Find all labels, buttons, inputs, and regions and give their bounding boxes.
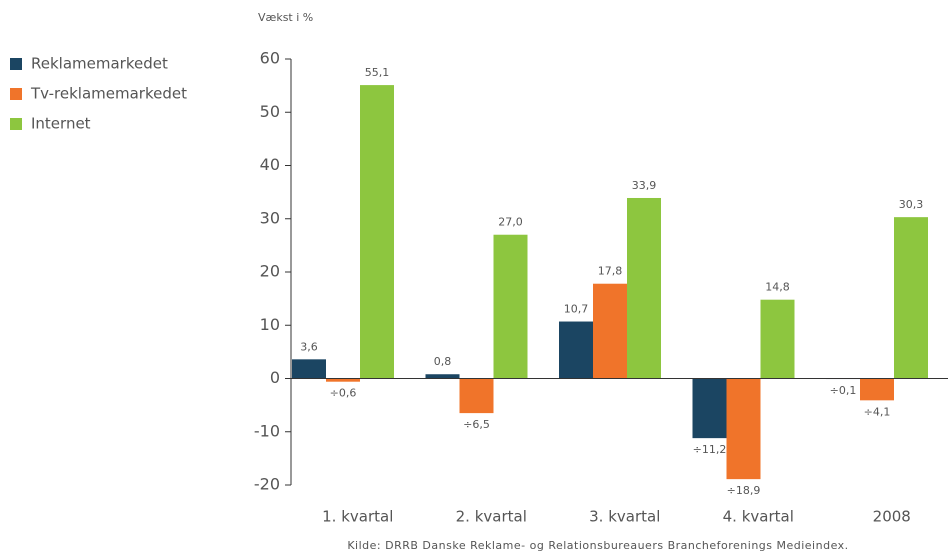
bar [894, 217, 928, 379]
value-label: ÷0,6 [330, 387, 357, 400]
bar [292, 359, 326, 379]
bar [360, 85, 394, 379]
x-tick-label: 4. kvartal [723, 508, 794, 526]
y-tick-label: 10 [260, 315, 280, 334]
y-tick-label: 60 [260, 49, 280, 68]
y-tick-label: 0 [270, 368, 280, 387]
bar [760, 299, 795, 379]
bar [459, 378, 494, 414]
y-tick-label: -20 [254, 475, 280, 494]
value-label: 10,7 [564, 303, 589, 316]
value-label: 3,6 [300, 340, 318, 353]
value-label: ÷0,1 [830, 384, 857, 397]
bar [425, 374, 460, 379]
bar [726, 378, 761, 480]
legend-label: Reklamemarkedet [31, 55, 168, 73]
y-tick-label: 40 [260, 155, 280, 174]
value-label: ÷18,9 [727, 484, 761, 497]
bar [627, 197, 661, 379]
value-label: 55,1 [365, 66, 390, 79]
x-tick-label: 2008 [873, 508, 911, 526]
bar [493, 234, 528, 379]
value-label: 33,9 [632, 179, 657, 192]
value-label: ÷4,1 [864, 405, 891, 418]
legend-label: Tv-reklamemarkedet [30, 85, 187, 103]
legend-label: Internet [31, 115, 91, 133]
y-tick-label: -10 [254, 421, 280, 440]
value-label: 17,8 [598, 265, 623, 278]
bar [860, 378, 894, 401]
legend-swatch [10, 88, 22, 100]
bar [559, 321, 593, 379]
bar [326, 378, 360, 382]
y-tick-label: 20 [260, 262, 280, 281]
x-tick-label: 1. kvartal [322, 508, 393, 526]
y-axis-label: Vækst i % [258, 11, 313, 24]
value-label: ÷6,5 [463, 418, 490, 431]
value-label: ÷11,2 [693, 443, 727, 456]
legend-swatch [10, 118, 22, 130]
x-tick-label: 3. kvartal [589, 508, 660, 526]
value-label: 0,8 [434, 355, 452, 368]
legend-swatch [10, 58, 22, 70]
y-tick-label: 50 [260, 102, 280, 121]
source: Kilde: DRRB Danske Reklame- og Relations… [347, 539, 848, 552]
y-tick-label: 30 [260, 208, 280, 227]
value-label: 14,8 [765, 281, 790, 294]
value-label: 30,3 [899, 198, 924, 211]
value-label: 27,0 [498, 216, 523, 229]
x-tick-label: 2. kvartal [456, 508, 527, 526]
bar [692, 378, 727, 439]
bar [593, 283, 627, 379]
